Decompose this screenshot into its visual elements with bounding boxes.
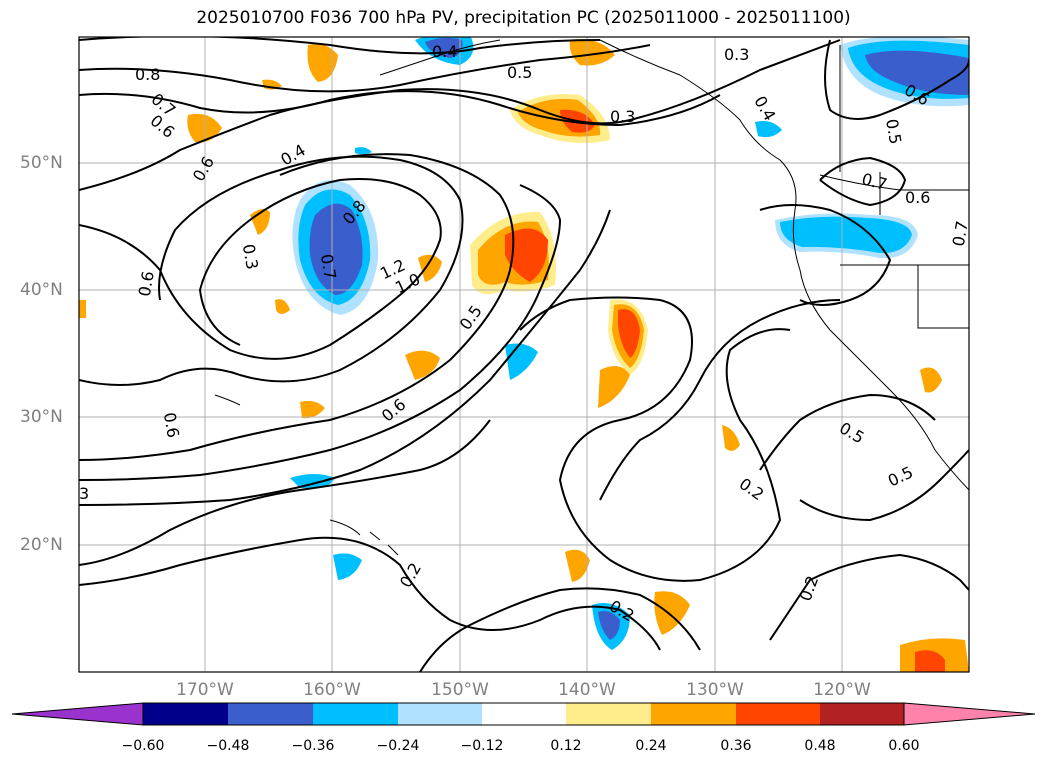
contour-label: 0.3	[610, 107, 635, 126]
colorbar-extend-min	[11, 702, 144, 726]
colorbar-bin	[228, 703, 313, 725]
contour-label: 0.5	[836, 418, 868, 447]
colorbar-bin	[651, 703, 736, 725]
coastlines	[214, 39, 969, 556]
colorbar-tick: −0.24	[376, 738, 420, 754]
contour-label: 0.5	[507, 63, 532, 82]
colorbar-bin	[736, 703, 820, 725]
lon-label: 120°W	[813, 680, 871, 700]
lat-label: 30°N	[20, 407, 63, 427]
contour-label: 0.5	[882, 117, 905, 145]
lon-label: 130°W	[686, 680, 744, 700]
contour-label: 0.4	[277, 140, 309, 169]
colorbar-bin	[143, 703, 228, 725]
colorbar-bin	[313, 703, 398, 725]
lat-label: 50°N	[20, 153, 63, 173]
precip-shading	[79, 37, 969, 672]
contour-label: 0.6	[160, 411, 183, 439]
colorbar-bin	[398, 703, 482, 725]
lon-label: 160°W	[303, 680, 361, 700]
lat-label: 40°N	[20, 280, 63, 300]
contour-label: 0.7	[317, 253, 340, 281]
colorbar-tick: −0.60	[121, 738, 165, 754]
plot-frame	[78, 36, 970, 673]
contour-label: 0.7	[860, 169, 890, 194]
contour-label: 0.2	[736, 474, 768, 504]
contour-label: 0.5	[885, 462, 916, 490]
lon-label: 170°W	[176, 680, 234, 700]
contour-label: 0.3	[724, 45, 749, 64]
colorbar-tick: 0.60	[888, 738, 920, 754]
contour-label: 0.4	[432, 42, 457, 61]
graticule	[79, 37, 969, 672]
colorbar-tick: −0.36	[291, 738, 335, 754]
contour-label: 0.3	[239, 243, 262, 271]
colorbar-tick: 0.12	[550, 738, 582, 754]
contour-label: 3	[79, 484, 89, 503]
colorbar-bin	[482, 703, 566, 725]
lon-label: 150°W	[431, 680, 489, 700]
contour-label: 0.6	[189, 153, 218, 185]
contour-label: 0.6	[135, 270, 158, 298]
contour-label: 0.7	[949, 219, 972, 247]
colorbar	[11, 702, 1036, 726]
colorbar-tick: 0.36	[720, 738, 752, 754]
lat-label: 20°N	[20, 535, 63, 555]
colorbar-tick: −0.48	[206, 738, 250, 754]
pv-contours	[79, 37, 969, 672]
contour-label: 0.6	[147, 111, 179, 142]
colorbar-tick: 0.24	[635, 738, 667, 754]
contour-label: 0.2	[796, 573, 823, 603]
contour-label: 0.8	[135, 65, 160, 84]
colorbar-bin	[820, 703, 904, 725]
map-title: 2025010700 F036 700 hPa PV, precipitatio…	[196, 8, 851, 28]
lon-label: 140°W	[558, 680, 616, 700]
contour-label: 0.4	[750, 93, 779, 125]
colorbar-extend-max	[903, 702, 1036, 726]
contour-label: 0.6	[905, 188, 930, 207]
colorbar-tick: 0.48	[804, 738, 836, 754]
colorbar-bin	[566, 703, 651, 725]
colorbar-tick: −0.12	[460, 738, 504, 754]
